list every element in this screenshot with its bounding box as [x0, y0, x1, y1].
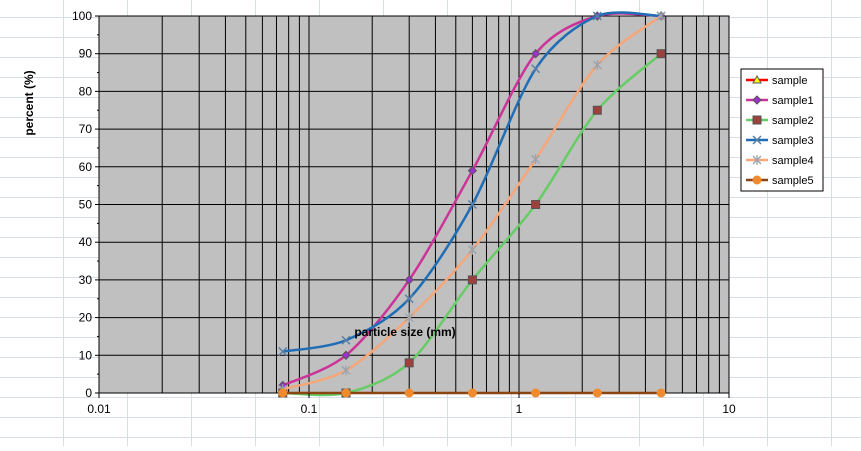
data-point	[467, 244, 477, 255]
data-point	[467, 388, 477, 398]
data-point	[404, 388, 414, 398]
y-tick-label: 50	[79, 198, 93, 212]
y-tick-label: 70	[79, 122, 93, 136]
legend-marker	[752, 155, 762, 165]
x-tick-label: 1	[516, 402, 523, 416]
plot-area	[98, 15, 730, 394]
data-point	[531, 200, 541, 209]
data-point	[592, 388, 602, 398]
legend-entry: sample4	[746, 155, 814, 167]
y-tick-label: 0	[85, 386, 92, 400]
legend-marker	[752, 74, 762, 84]
data-point	[467, 275, 477, 285]
legend-label: sample4	[772, 155, 814, 167]
legend-entry: sample3	[746, 135, 814, 147]
legend-marker	[752, 95, 762, 105]
data-point	[467, 199, 477, 210]
data-point	[531, 388, 541, 398]
data-point	[531, 154, 541, 165]
data-point	[467, 165, 478, 176]
y-tick-label: 80	[79, 84, 93, 98]
legend-entry: sample	[746, 74, 807, 87]
data-point	[592, 105, 602, 115]
x-axis-title: particle size (mm)	[354, 325, 455, 339]
y-tick-label: 20	[79, 311, 93, 325]
data-point	[341, 365, 351, 376]
axes: 0 10 20 30 40 50 60 70 80 90 100 0.01 0.1 1 10	[72, 9, 736, 416]
y-tick-label: 40	[79, 235, 93, 249]
legend-label: sample5	[772, 175, 814, 187]
data-point	[341, 335, 351, 345]
legend-label: sample3	[772, 135, 814, 147]
legend-label: sample2	[772, 115, 814, 127]
y-axis-title: percent (%)	[22, 70, 36, 135]
data-point	[404, 294, 414, 304]
x-tick-label: 0.01	[87, 402, 111, 416]
y-tick-label: 30	[79, 273, 93, 287]
legend-marker	[752, 175, 762, 185]
data-point	[656, 49, 666, 59]
series-layer	[278, 11, 666, 398]
data-point	[656, 388, 666, 398]
data-point	[531, 64, 541, 74]
y-tick-label: 90	[79, 47, 93, 61]
data-point	[341, 388, 351, 398]
y-tick-label: 100	[72, 9, 92, 23]
legend-entry: sample5	[746, 175, 814, 187]
data-point	[656, 11, 666, 21]
data-point	[404, 275, 414, 285]
x-tick-label: 10	[722, 402, 736, 416]
legend-box	[740, 68, 824, 192]
data-point	[530, 48, 541, 59]
legend-entry: sample1	[746, 95, 814, 107]
x-tick-label: 0.1	[301, 402, 318, 416]
series-sample5	[278, 388, 666, 398]
legend-entry: sample2	[746, 115, 814, 127]
data-point	[278, 346, 288, 357]
data-point	[592, 60, 602, 71]
data-point	[341, 350, 351, 361]
legend-marker	[752, 135, 762, 145]
data-point	[404, 312, 414, 323]
y-tick-label: 10	[79, 348, 93, 362]
legend-label: sample1	[772, 95, 814, 107]
legend: sample sample1 sample2 sample3 sample4 sample…	[740, 68, 824, 192]
y-tick-label: 60	[79, 160, 93, 174]
data-point	[278, 388, 288, 398]
data-point	[592, 11, 602, 21]
data-point	[404, 358, 414, 368]
legend-label: sample	[772, 75, 807, 87]
legend-marker	[752, 115, 762, 125]
